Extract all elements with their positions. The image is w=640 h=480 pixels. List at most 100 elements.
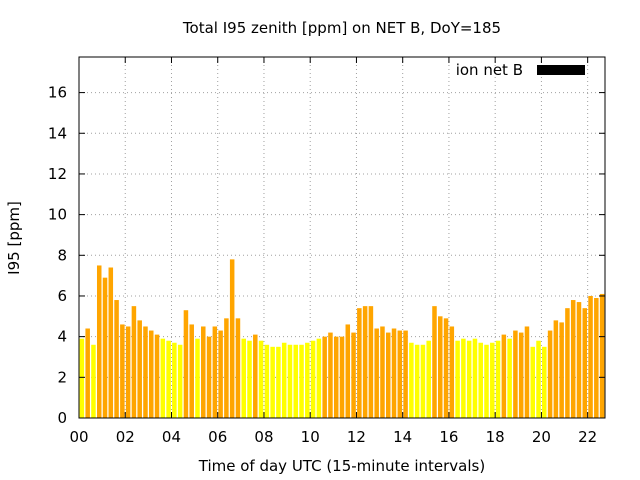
bar — [472, 338, 478, 418]
bar — [281, 342, 287, 418]
bar — [333, 336, 339, 418]
bar — [218, 330, 223, 418]
grid-lines — [79, 57, 605, 418]
bar — [426, 340, 431, 418]
x-tick-label: 10 — [301, 428, 320, 446]
bar — [328, 332, 333, 418]
bar — [212, 326, 218, 418]
bar — [513, 330, 518, 418]
bar — [270, 346, 275, 418]
x-tick-label: 04 — [162, 428, 181, 446]
bar — [293, 344, 299, 418]
bar — [599, 293, 605, 418]
bar — [484, 344, 489, 418]
x-tick-label: 18 — [486, 428, 505, 446]
bar — [102, 277, 108, 418]
legend-label: ion net B — [456, 61, 523, 79]
y-tick-label: 14 — [48, 124, 67, 142]
bar — [362, 306, 368, 418]
x-tick-label: 22 — [578, 428, 597, 446]
plot-frame — [78, 56, 606, 419]
bar — [172, 342, 177, 418]
legend-swatch — [537, 65, 585, 75]
bar — [368, 306, 374, 418]
bar — [438, 316, 443, 418]
y-tick-label: 2 — [57, 368, 67, 386]
bar — [542, 346, 547, 418]
y-tick-label: 12 — [48, 165, 67, 183]
x-tick-label: 14 — [393, 428, 412, 446]
bar — [524, 326, 530, 418]
bar — [143, 326, 148, 418]
bar — [91, 344, 96, 418]
bar — [345, 324, 351, 418]
bar — [466, 340, 472, 418]
bar — [594, 298, 599, 418]
bar — [229, 259, 235, 418]
bar — [85, 328, 90, 418]
bar — [189, 324, 194, 418]
bar — [206, 336, 212, 418]
bar — [224, 318, 229, 418]
chart-title: Total I95 zenith [ppm] on NET B, DoY=185 — [182, 19, 501, 37]
bar — [177, 344, 183, 418]
bar — [380, 326, 385, 418]
bar — [287, 344, 293, 418]
x-tick-label: 02 — [116, 428, 135, 446]
bar — [137, 320, 142, 418]
x-tick-label: 20 — [532, 428, 551, 446]
bar — [559, 322, 564, 418]
bar — [391, 328, 397, 418]
bar — [241, 338, 246, 418]
bars — [79, 259, 605, 418]
bar — [160, 338, 166, 418]
bar — [576, 302, 582, 418]
bar — [536, 340, 541, 418]
y-tick-label: 16 — [48, 84, 67, 102]
bar — [299, 344, 304, 418]
bar — [403, 330, 408, 418]
bar — [276, 346, 281, 418]
x-axis-label: Time of day UTC (15-minute intervals) — [198, 457, 485, 475]
bar — [154, 334, 160, 418]
bar — [264, 344, 270, 418]
bar — [420, 344, 426, 418]
bar — [553, 320, 559, 418]
x-tick-label: 12 — [347, 428, 366, 446]
bar — [570, 300, 576, 418]
bar — [397, 330, 403, 418]
bar — [588, 295, 593, 418]
bar — [501, 334, 507, 418]
bar — [455, 340, 460, 418]
bar — [235, 318, 241, 418]
bar — [565, 308, 570, 418]
y-tick-label: 10 — [48, 206, 67, 224]
bar — [495, 340, 501, 418]
bar — [316, 338, 322, 418]
bar — [195, 338, 200, 418]
bar — [357, 308, 362, 418]
y-axis-label: I95 [ppm] — [5, 201, 23, 275]
bar — [310, 340, 316, 418]
bar — [305, 342, 310, 418]
bar — [96, 265, 102, 418]
bar — [414, 344, 420, 418]
bar — [258, 340, 264, 418]
y-tick-label: 4 — [57, 328, 67, 346]
bar — [253, 334, 258, 418]
bar — [149, 330, 154, 418]
legend: ion net B — [456, 61, 585, 79]
bar — [374, 328, 379, 418]
y-tick-label: 0 — [57, 409, 67, 427]
bar — [490, 342, 495, 418]
bar — [432, 306, 437, 418]
bar — [79, 338, 85, 418]
bar — [547, 330, 553, 418]
bar — [351, 332, 356, 418]
bar — [108, 267, 114, 418]
x-tick-label: 16 — [439, 428, 458, 446]
y-tick-label: 8 — [57, 246, 67, 264]
bar — [120, 324, 125, 418]
